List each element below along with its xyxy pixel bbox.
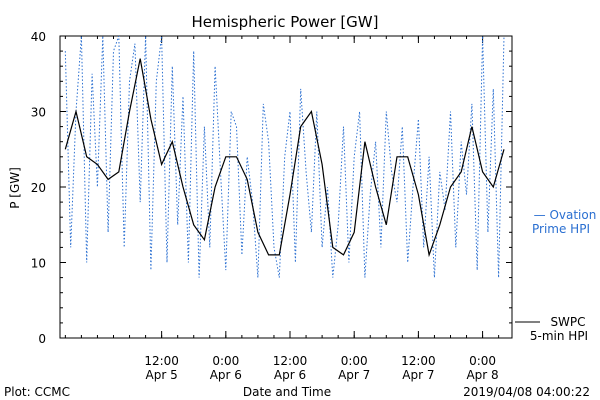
series-swpc-line [64,58,505,258]
chart-title: Hemispheric Power [GW] [192,13,379,31]
x-tick-time: 12:00 [401,354,436,368]
x-tick-time: 12:00 [273,354,308,368]
y-tick-label: 30 [31,106,46,120]
footer-plot-credit: Plot: CCMC [4,385,70,399]
x-tick-date: Apr 8 [466,368,498,382]
series-ovation-prime-line [64,35,505,278]
legend-ovation-line1: — Ovation [534,208,597,222]
x-tick-date: Apr 5 [146,368,178,382]
y-axis-label: P [GW] [8,167,22,209]
x-tick-time: 0:00 [469,354,496,368]
plot-frame [59,35,513,339]
x-tick-date: Apr 6 [274,368,306,382]
legend-ovation-line2: Prime HPI [532,222,590,236]
x-tick-time: 12:00 [144,354,179,368]
y-tick-label: 40 [31,30,46,44]
x-axis-label: Date and Time [243,385,331,399]
x-tick-time: 0:00 [341,354,368,368]
y-tick-label: 20 [31,181,46,195]
x-tick-date: Apr 7 [402,368,434,382]
y-tick-label: 0 [38,332,46,346]
footer-timestamp: 2019/04/08 04:00:22 [463,385,590,399]
x-tick-date: Apr 6 [210,368,242,382]
plot-area [59,35,513,339]
y-axis: 0 10 20 30 40 [31,30,512,346]
legend-swpc-line2: 5-min HPI [530,329,588,343]
legend-swpc-line1: SWPC [550,315,585,329]
series-layer [64,35,505,278]
x-tick-time: 0:00 [212,354,239,368]
x-tick-date: Apr 7 [338,368,370,382]
y-tick-label: 10 [31,257,46,271]
